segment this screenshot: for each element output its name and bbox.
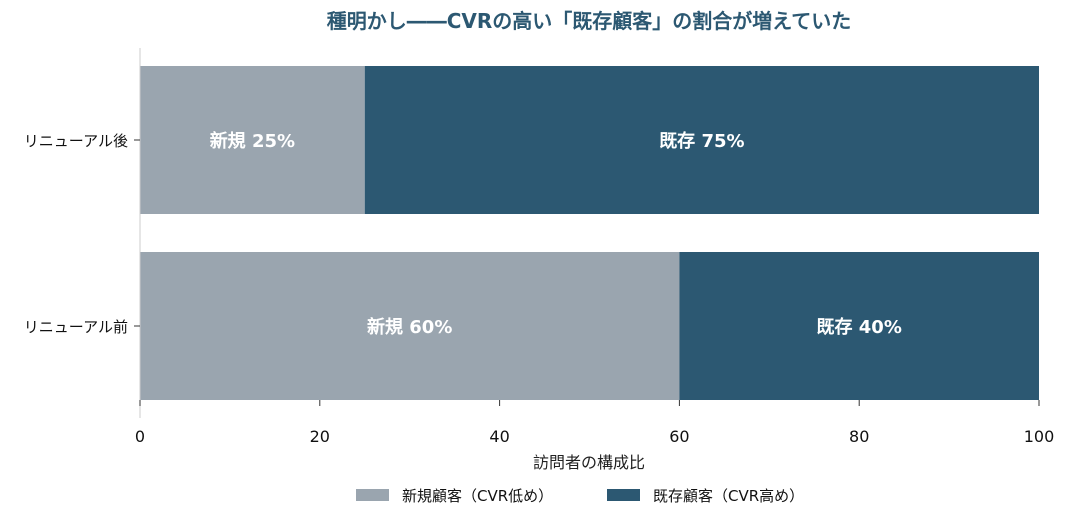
chart-title: 種明かし――CVRの高い「既存顧客」の割合が増えていた (327, 9, 852, 33)
bar-segment-existing-0 (364, 66, 1039, 214)
x-tick-label: 100 (1024, 427, 1055, 446)
bar-segment-new-1 (140, 252, 680, 400)
legend-label-existing: 既存顧客（CVR高め） (653, 487, 804, 505)
x-tick-label: 0 (135, 427, 145, 446)
bar-segment-new-0 (140, 66, 365, 214)
y-tick-label: リニューアル後 (24, 132, 128, 150)
bar-segment-existing-1 (679, 252, 1039, 400)
bar-data-label: 既存 40% (817, 316, 902, 338)
legend-swatch-existing (607, 489, 640, 501)
x-tick-label: 20 (310, 427, 330, 446)
legend-label-new: 新規顧客（CVR低め） (402, 487, 553, 505)
plot-area: 新規 25% 既存 75% 新規 60% 既存 40% (140, 66, 1039, 400)
x-axis-title: 訪問者の構成比 (533, 453, 645, 472)
bar-data-label: 新規 60% (367, 316, 452, 338)
x-tick-label: 60 (669, 427, 689, 446)
x-axis: 0 20 40 60 80 100 (135, 400, 1054, 446)
legend: 新規顧客（CVR低め） 既存顧客（CVR高め） (356, 487, 804, 505)
legend-swatch-new (356, 489, 389, 501)
y-tick-label: リニューアル前 (24, 318, 128, 336)
bar-data-label: 既存 75% (659, 130, 744, 152)
bar-data-label: 新規 25% (210, 130, 295, 152)
x-tick-label: 40 (489, 427, 509, 446)
x-tick-label: 80 (849, 427, 869, 446)
